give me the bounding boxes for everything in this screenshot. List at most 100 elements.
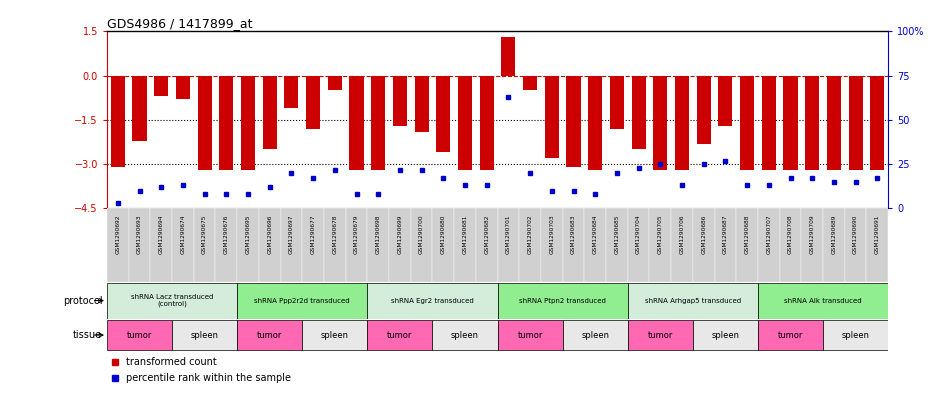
Text: GSM1290700: GSM1290700 bbox=[419, 214, 424, 254]
Text: shRNA Arhgap5 transduced: shRNA Arhgap5 transduced bbox=[644, 298, 741, 303]
Bar bbox=[219, 76, 233, 170]
Bar bbox=[176, 76, 190, 99]
Text: tumor: tumor bbox=[647, 331, 673, 340]
Text: shRNA Alk transduced: shRNA Alk transduced bbox=[784, 298, 862, 303]
Text: GSM1290680: GSM1290680 bbox=[441, 214, 445, 254]
Bar bbox=[432, 320, 498, 350]
Text: GSM1290706: GSM1290706 bbox=[680, 214, 684, 254]
Bar bbox=[631, 76, 645, 149]
Text: GSM1290699: GSM1290699 bbox=[397, 214, 403, 254]
Bar bbox=[415, 76, 429, 132]
Text: GSM1290697: GSM1290697 bbox=[289, 214, 294, 254]
Text: GSM1290701: GSM1290701 bbox=[506, 214, 511, 254]
Text: protocol: protocol bbox=[62, 296, 102, 305]
Bar bbox=[172, 320, 237, 350]
Bar bbox=[783, 76, 798, 170]
Text: shRNA Ppp2r2d transduced: shRNA Ppp2r2d transduced bbox=[255, 298, 350, 303]
Text: GSM1290695: GSM1290695 bbox=[246, 214, 250, 254]
Bar bbox=[563, 208, 584, 282]
Bar bbox=[697, 76, 711, 143]
Bar bbox=[151, 208, 172, 282]
Text: GSM1290692: GSM1290692 bbox=[115, 214, 120, 254]
Text: GSM1290684: GSM1290684 bbox=[592, 214, 598, 254]
Text: spleen: spleen bbox=[711, 331, 739, 340]
Bar bbox=[501, 37, 515, 76]
Text: GSM1290709: GSM1290709 bbox=[810, 214, 815, 254]
Text: GSM1290694: GSM1290694 bbox=[159, 214, 164, 254]
Bar bbox=[566, 76, 580, 167]
Text: GSM1290675: GSM1290675 bbox=[202, 214, 207, 254]
Bar bbox=[324, 208, 346, 282]
Bar bbox=[454, 208, 476, 282]
Bar bbox=[197, 76, 212, 170]
Text: percentile rank within the sample: percentile rank within the sample bbox=[126, 373, 291, 383]
Bar bbox=[216, 208, 237, 282]
Bar bbox=[281, 208, 302, 282]
Text: GSM1290674: GSM1290674 bbox=[180, 214, 185, 254]
Bar bbox=[476, 208, 498, 282]
Bar bbox=[259, 208, 281, 282]
Bar bbox=[302, 320, 367, 350]
Text: GSM1290708: GSM1290708 bbox=[788, 214, 793, 254]
Bar bbox=[737, 208, 758, 282]
Text: GSM1290676: GSM1290676 bbox=[224, 214, 229, 254]
Text: GDS4986 / 1417899_at: GDS4986 / 1417899_at bbox=[107, 17, 252, 30]
Bar bbox=[237, 283, 367, 319]
Bar bbox=[844, 208, 867, 282]
Text: spleen: spleen bbox=[451, 331, 479, 340]
Text: GSM1290705: GSM1290705 bbox=[658, 214, 663, 254]
Bar bbox=[132, 76, 147, 141]
Bar bbox=[523, 76, 538, 90]
Text: tumor: tumor bbox=[517, 331, 543, 340]
Bar bbox=[693, 320, 758, 350]
Bar bbox=[285, 76, 299, 108]
Text: tumor: tumor bbox=[387, 331, 413, 340]
Bar bbox=[432, 208, 454, 282]
Bar bbox=[628, 320, 693, 350]
Text: GSM1290679: GSM1290679 bbox=[354, 214, 359, 254]
Text: transformed count: transformed count bbox=[126, 356, 218, 367]
Bar bbox=[758, 320, 823, 350]
Bar bbox=[740, 76, 754, 170]
Bar bbox=[588, 76, 603, 170]
Bar bbox=[411, 208, 432, 282]
Bar bbox=[367, 283, 498, 319]
Bar bbox=[762, 76, 776, 170]
Bar bbox=[805, 76, 819, 170]
Bar bbox=[758, 208, 779, 282]
Text: tumor: tumor bbox=[777, 331, 804, 340]
Text: GSM1290686: GSM1290686 bbox=[701, 214, 706, 254]
Text: shRNA Egr2 transduced: shRNA Egr2 transduced bbox=[392, 298, 473, 303]
Bar bbox=[154, 76, 168, 96]
Text: spleen: spleen bbox=[321, 331, 349, 340]
Bar bbox=[653, 76, 668, 170]
Bar bbox=[848, 76, 863, 170]
Bar bbox=[827, 76, 841, 170]
Text: GSM1290698: GSM1290698 bbox=[376, 214, 380, 254]
Text: GSM1290677: GSM1290677 bbox=[311, 214, 315, 254]
Bar bbox=[649, 208, 671, 282]
Text: GSM1290689: GSM1290689 bbox=[831, 214, 836, 254]
Bar bbox=[392, 76, 407, 126]
Text: GSM1290691: GSM1290691 bbox=[875, 214, 880, 254]
Text: shRNA Ptpn2 transduced: shRNA Ptpn2 transduced bbox=[519, 298, 606, 303]
Bar bbox=[693, 208, 714, 282]
Bar bbox=[172, 208, 193, 282]
Bar bbox=[237, 208, 259, 282]
Bar bbox=[563, 320, 628, 350]
Text: GSM1290683: GSM1290683 bbox=[571, 214, 576, 254]
Text: GSM1290685: GSM1290685 bbox=[615, 214, 619, 254]
Text: GSM1290688: GSM1290688 bbox=[745, 214, 750, 254]
Bar bbox=[389, 208, 411, 282]
Bar bbox=[327, 76, 342, 90]
Text: GSM1290681: GSM1290681 bbox=[462, 214, 468, 254]
Text: spleen: spleen bbox=[191, 331, 219, 340]
Bar bbox=[306, 76, 320, 129]
Bar bbox=[480, 76, 494, 170]
Text: GSM1290696: GSM1290696 bbox=[267, 214, 272, 254]
Text: GSM1290690: GSM1290690 bbox=[853, 214, 858, 254]
Bar bbox=[302, 208, 324, 282]
Bar bbox=[610, 76, 624, 129]
Bar bbox=[107, 283, 237, 319]
Text: GSM1290703: GSM1290703 bbox=[550, 214, 554, 254]
